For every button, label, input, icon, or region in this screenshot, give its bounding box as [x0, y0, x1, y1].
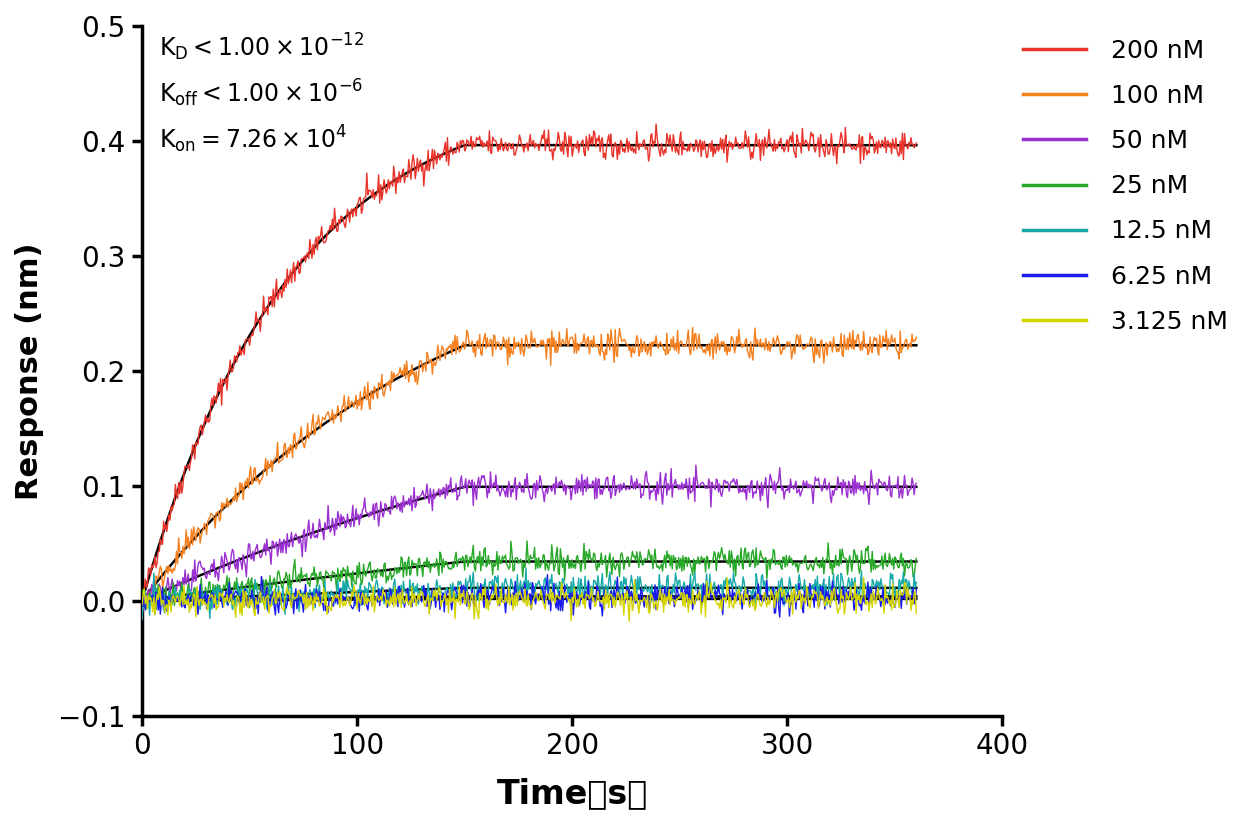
Text: $\mathrm{K_{off}<1.00\times10^{-6}}$: $\mathrm{K_{off}<1.00\times10^{-6}}$	[159, 78, 363, 109]
Text: $\mathrm{K_{on}=7.26\times10^{4}}$: $\mathrm{K_{on}=7.26\times10^{4}}$	[159, 124, 347, 155]
Legend: 200 nM, 100 nM, 50 nM, 25 nM, 12.5 nM, 6.25 nM, 3.125 nM: 200 nM, 100 nM, 50 nM, 25 nM, 12.5 nM, 6…	[1024, 39, 1228, 334]
Text: $\mathrm{K_D<1.00\times10^{-12}}$: $\mathrm{K_D<1.00\times10^{-12}}$	[159, 31, 364, 64]
X-axis label: Time（s）: Time（s）	[496, 777, 648, 810]
Y-axis label: Response (nm): Response (nm)	[15, 242, 44, 500]
